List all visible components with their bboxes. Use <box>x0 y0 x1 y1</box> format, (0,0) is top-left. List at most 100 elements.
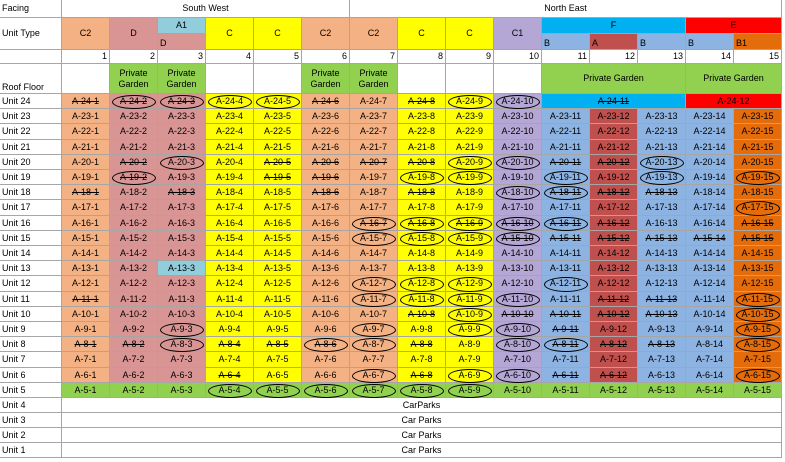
unit-cell[interactable]: A-6-5 <box>254 368 302 383</box>
unit-cell[interactable]: A-16-2 <box>110 216 158 231</box>
unit-cell[interactable]: A-17-6 <box>302 200 350 216</box>
unit-cell[interactable]: A-16-8 <box>398 216 446 231</box>
unit-cell[interactable]: A-14-1 <box>62 246 110 261</box>
unit-cell[interactable]: A-14-5 <box>254 246 302 261</box>
unit-cell[interactable]: A-5-5 <box>254 383 302 398</box>
unit-cell[interactable]: A-7-6 <box>302 352 350 368</box>
unit-cell[interactable]: A-5-4 <box>206 383 254 398</box>
unit-cell[interactable]: A-23-9 <box>446 109 494 124</box>
unit-cell[interactable]: A-24-9 <box>446 94 494 109</box>
unit-cell[interactable]: A-14-13 <box>638 246 686 261</box>
unit-cell[interactable]: A-22-3 <box>158 124 206 140</box>
unit-cell[interactable]: A-17-14 <box>686 200 734 216</box>
unit-cell[interactable]: A-13-6 <box>302 261 350 276</box>
unit-cell[interactable]: A-5-11 <box>542 383 590 398</box>
unit-cell[interactable]: A-22-15 <box>734 124 782 140</box>
unit-cell[interactable]: A-7-7 <box>350 352 398 368</box>
unit-cell[interactable]: A-16-7 <box>350 216 398 231</box>
unit-cell[interactable]: A-15-7 <box>350 231 398 246</box>
unit-cell[interactable]: A-22-7 <box>350 124 398 140</box>
unit-cell[interactable]: A-21-5 <box>254 140 302 155</box>
unit-cell[interactable]: A-9-9 <box>446 322 494 337</box>
unit-cell[interactable]: A-10-12 <box>590 307 638 322</box>
unit-cell[interactable]: A-22-6 <box>302 124 350 140</box>
unit-cell[interactable]: A-20-6 <box>302 155 350 170</box>
unit-cell[interactable]: A-13-2 <box>110 261 158 276</box>
unit-cell[interactable]: A-7-9 <box>446 352 494 368</box>
unit-cell[interactable]: A-16-3 <box>158 216 206 231</box>
unit-cell[interactable]: A-19-11 <box>542 170 590 185</box>
unit-cell[interactable]: A-11-14 <box>686 292 734 307</box>
unit-cell[interactable]: A-14-14 <box>686 246 734 261</box>
unit-cell[interactable]: A-22-11 <box>542 124 590 140</box>
unit-cell[interactable]: A-12-9 <box>446 276 494 292</box>
unit-cell[interactable]: A-7-4 <box>206 352 254 368</box>
unit-cell[interactable]: A-18-7 <box>350 185 398 200</box>
unit-cell[interactable]: A-18-3 <box>158 185 206 200</box>
unit-cell[interactable]: A-10-14 <box>686 307 734 322</box>
unit-cell[interactable]: A-8-6 <box>302 337 350 352</box>
unit-cell[interactable]: A-19-2 <box>110 170 158 185</box>
unit-cell[interactable]: A-17-10 <box>494 200 542 216</box>
unit-cell[interactable]: A-23-15 <box>734 109 782 124</box>
unit-cell[interactable]: A-7-8 <box>398 352 446 368</box>
unit-cell[interactable]: A-22-12 <box>590 124 638 140</box>
unit-cell[interactable]: A-20-13 <box>638 155 686 170</box>
unit-cell[interactable]: A-13-3 <box>158 261 206 276</box>
unit-cell[interactable]: A-11-7 <box>350 292 398 307</box>
unit-cell[interactable]: A-9-10 <box>494 322 542 337</box>
unit-cell[interactable]: A-13-10 <box>494 261 542 276</box>
unit-cell[interactable]: A-23-12 <box>590 109 638 124</box>
unit-cell[interactable]: A-23-8 <box>398 109 446 124</box>
unit-cell[interactable]: A-21-9 <box>446 140 494 155</box>
unit-cell[interactable]: A-16-1 <box>62 216 110 231</box>
unit-cell[interactable]: A-10-1 <box>62 307 110 322</box>
unit-cell[interactable]: A-24-11 <box>542 94 686 109</box>
unit-cell[interactable]: A-10-7 <box>350 307 398 322</box>
unit-cell[interactable]: A-22-5 <box>254 124 302 140</box>
unit-cell[interactable]: A-24-3 <box>158 94 206 109</box>
unit-cell[interactable]: A-13-15 <box>734 261 782 276</box>
unit-cell[interactable]: A-6-10 <box>494 368 542 383</box>
unit-cell[interactable]: A-20-7 <box>350 155 398 170</box>
unit-cell[interactable]: A-18-15 <box>734 185 782 200</box>
unit-cell[interactable]: A-6-6 <box>302 368 350 383</box>
unit-cell[interactable]: A-20-4 <box>206 155 254 170</box>
unit-cell[interactable]: A-8-10 <box>494 337 542 352</box>
unit-cell[interactable]: A-24-8 <box>398 94 446 109</box>
unit-cell[interactable]: A-23-13 <box>638 109 686 124</box>
unit-cell[interactable]: A-24-4 <box>206 94 254 109</box>
unit-cell[interactable]: A-12-5 <box>254 276 302 292</box>
unit-cell[interactable]: A-23-2 <box>110 109 158 124</box>
unit-cell[interactable]: A-13-4 <box>206 261 254 276</box>
unit-cell[interactable]: A-20-15 <box>734 155 782 170</box>
unit-cell[interactable]: A-10-9 <box>446 307 494 322</box>
unit-cell[interactable]: A-12-8 <box>398 276 446 292</box>
unit-cell[interactable]: A-19-9 <box>446 170 494 185</box>
unit-cell[interactable]: A-21-2 <box>110 140 158 155</box>
unit-cell[interactable]: A-12-6 <box>302 276 350 292</box>
unit-cell[interactable]: A-18-13 <box>638 185 686 200</box>
unit-cell[interactable]: A-14-12 <box>590 246 638 261</box>
unit-cell[interactable]: A-15-10 <box>494 231 542 246</box>
unit-cell[interactable]: A-18-10 <box>494 185 542 200</box>
unit-cell[interactable]: A-17-8 <box>398 200 446 216</box>
unit-cell[interactable]: A-7-1 <box>62 352 110 368</box>
unit-cell[interactable]: A-6-14 <box>686 368 734 383</box>
unit-cell[interactable]: A-15-2 <box>110 231 158 246</box>
unit-cell[interactable]: A-19-4 <box>206 170 254 185</box>
unit-cell[interactable]: A-9-11 <box>542 322 590 337</box>
unit-cell[interactable]: A-15-6 <box>302 231 350 246</box>
unit-cell[interactable]: A-24-5 <box>254 94 302 109</box>
unit-cell[interactable]: A-5-12 <box>590 383 638 398</box>
unit-cell[interactable]: A-10-8 <box>398 307 446 322</box>
unit-cell[interactable]: A-23-3 <box>158 109 206 124</box>
unit-cell[interactable]: A-10-4 <box>206 307 254 322</box>
unit-cell[interactable]: A-12-7 <box>350 276 398 292</box>
unit-cell[interactable]: A-18-9 <box>446 185 494 200</box>
unit-cell[interactable]: A-11-1 <box>62 292 110 307</box>
unit-cell[interactable]: A-19-10 <box>494 170 542 185</box>
unit-cell[interactable]: A-16-6 <box>302 216 350 231</box>
unit-cell[interactable]: A-8-13 <box>638 337 686 352</box>
unit-cell[interactable]: A-22-14 <box>686 124 734 140</box>
